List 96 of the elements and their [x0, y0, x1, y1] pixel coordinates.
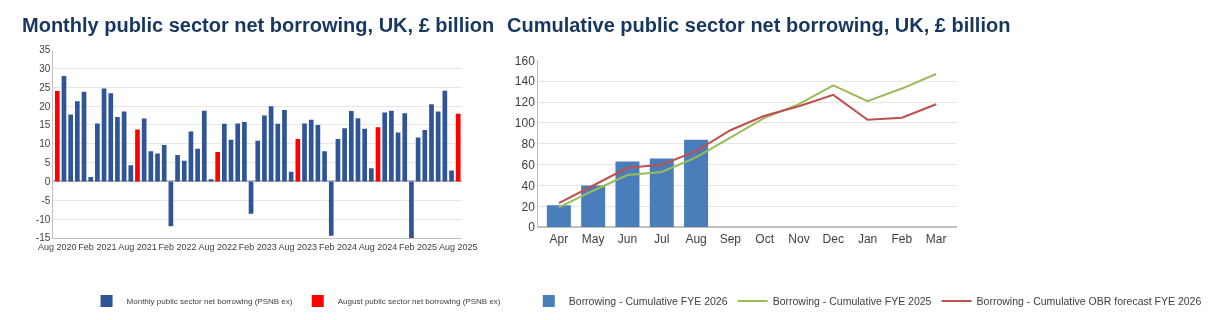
- y-tick-label: -5: [41, 194, 51, 206]
- y-tick-label: 35: [39, 44, 51, 56]
- bar: [68, 114, 73, 182]
- x-tick-label: Feb 2024: [318, 241, 357, 252]
- bar: [222, 123, 227, 182]
- x-tick-label: Aug 2022: [198, 241, 237, 252]
- x-tick-label: Mar: [925, 231, 947, 246]
- y-tick-label: 0: [528, 220, 536, 235]
- bar: [615, 161, 640, 228]
- y-tick-label: 30: [39, 62, 51, 74]
- y-tick-label: 120: [514, 95, 536, 110]
- y-tick-label: 100: [514, 116, 536, 131]
- chart-title: Cumulative public sector net borrowing, UK, £ billion: [507, 14, 1011, 36]
- x-tick-label: Dec: [822, 231, 844, 246]
- y-tick-label: 80: [521, 137, 536, 152]
- bar: [161, 144, 167, 182]
- x-tick-label: Sep: [719, 231, 742, 246]
- bar: [382, 112, 388, 182]
- bar: [255, 140, 261, 182]
- x-tick-label: Jul: [654, 231, 670, 246]
- y-tick-label: 0: [44, 175, 51, 187]
- bar: [135, 129, 140, 182]
- bar: [429, 104, 434, 182]
- x-tick-label: Oct: [755, 231, 775, 246]
- y-tick-label: 5: [44, 157, 51, 169]
- x-tick-label: Jan: [857, 231, 878, 246]
- bar: [181, 160, 187, 182]
- x-tick-label: Nov: [788, 231, 810, 246]
- y-tick-label: 160: [514, 53, 536, 68]
- x-tick-label: Aug 2023: [278, 241, 318, 252]
- bar: [282, 109, 287, 182]
- bar: [389, 110, 394, 182]
- bar: [302, 123, 307, 182]
- x-tick-label: Aug 2025: [438, 241, 478, 252]
- y-tick-label: 140: [514, 74, 536, 89]
- bar: [108, 93, 114, 182]
- bar: [581, 185, 606, 228]
- bar: [54, 91, 60, 182]
- y-tick-label: -10: [35, 213, 51, 225]
- y-tick-label: 25: [39, 81, 51, 93]
- bar: [546, 205, 571, 228]
- x-tick-label: Feb 2025: [399, 241, 438, 252]
- bar: [75, 101, 80, 182]
- legend-label: Borrowing - Cumulative OBR forecast FYE 2026: [976, 294, 1202, 307]
- legend-label: Borrowing - Cumulative FYE 2025: [772, 294, 932, 307]
- bar: [422, 129, 428, 182]
- y-tick-label: 40: [521, 178, 536, 193]
- bar: [328, 181, 334, 236]
- x-tick-label: Aug 2024: [358, 241, 398, 252]
- legend-label: Borrowing - Cumulative FYE 2026: [568, 294, 728, 307]
- bar: [275, 123, 281, 182]
- bar: [235, 123, 241, 182]
- x-tick-label: Aug: [685, 231, 707, 246]
- bar: [215, 152, 220, 182]
- x-tick-label: Aug 2020: [38, 241, 77, 252]
- x-tick-label: Feb 2023: [238, 241, 277, 252]
- bar: [362, 128, 367, 182]
- bar: [402, 113, 408, 182]
- y-tick-label: 10: [39, 138, 51, 150]
- bar: [155, 153, 160, 182]
- y-tick-label: 20: [521, 199, 536, 214]
- bar: [262, 115, 267, 182]
- bar: [369, 168, 374, 182]
- x-tick-label: Aug 2021: [118, 241, 157, 252]
- x-tick-label: May: [581, 231, 605, 246]
- x-tick-label: Feb 2021: [78, 241, 117, 252]
- y-tick-label: 15: [39, 119, 51, 131]
- x-tick-label: Jun: [617, 231, 638, 246]
- chart-title: Monthly public sector net borrowing, UK, £ billion: [22, 14, 495, 36]
- bar: [88, 176, 94, 182]
- x-tick-label: Feb: [891, 231, 913, 246]
- bar: [322, 151, 327, 182]
- bar: [455, 113, 461, 182]
- bar: [195, 148, 200, 182]
- bar: [409, 181, 414, 238]
- y-tick-label: -15: [35, 232, 51, 244]
- y-tick-label: 20: [39, 100, 51, 112]
- legend-label: August public sector net borrowing (PSNB ex): [337, 297, 501, 306]
- bar: [242, 121, 247, 182]
- bar: [342, 128, 347, 182]
- line-series: [557, 72, 938, 209]
- bar: [449, 170, 454, 182]
- line-series: [557, 93, 938, 205]
- x-tick-label: Apr: [549, 231, 569, 246]
- legend-label: Monthly public sector net borrowing (PSNB ex): [126, 297, 293, 306]
- bar: [95, 123, 100, 182]
- bar: [115, 117, 120, 182]
- bar: [128, 165, 134, 182]
- bar: [684, 139, 709, 228]
- y-tick-label: 60: [521, 157, 536, 172]
- bar: [308, 119, 314, 182]
- x-tick-label: Feb 2022: [158, 241, 197, 252]
- bar: [348, 111, 354, 182]
- bar: [201, 110, 207, 182]
- bar: [175, 155, 180, 182]
- bar: [649, 158, 674, 228]
